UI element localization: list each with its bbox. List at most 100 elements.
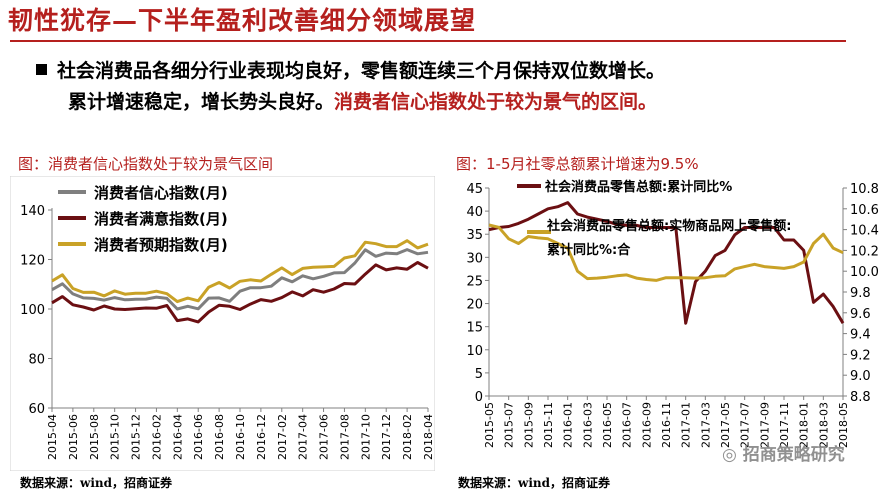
chart-1-y-tick-label: 140 — [20, 204, 45, 219]
chart-2-x-tick-label: 2016-07 — [621, 402, 634, 448]
chart-1-x-tick-label: 2015-12 — [130, 414, 143, 460]
bullet-text-1: 社会消费品各细分行业表现均良好，零售额连续三个月保持双位数增长。 — [57, 60, 666, 82]
chart-1-x-tick-label: 2017-12 — [380, 414, 393, 460]
chart-2-panel: 0 5 10 15 20 25 30 35 40 45 8.8 9.0 9.2 9.4 9.6 9.8 10.0… — [455, 176, 891, 471]
chart-1-x-tick-label: 2017-08 — [338, 414, 351, 460]
chart-2-x-tick-label: 2018-05 — [837, 402, 850, 448]
chart-2-left-tick-label: 0 — [475, 390, 483, 405]
watermark-text: 招商策略研究 — [742, 445, 845, 465]
chart-2-x-tick-label: 2015-07 — [503, 402, 516, 448]
chart-2-legend: 社会消费品零售总额:累计同比% 社会消费品零售总额:实物商品网上零售额: 累计同… — [517, 179, 791, 258]
retail-sales-growth-chart: 0 5 10 15 20 25 30 35 40 45 8.8 9.0 9.2 9.4 9.6 9.8 10.0… — [466, 179, 879, 448]
chart-2-left-tick-label: 20 — [466, 298, 483, 313]
source-note-1: 数据来源：wind，招商证券 — [20, 476, 173, 490]
chart-1-y-tick-label: 80 — [28, 353, 45, 368]
legend-label-online-retail-1: 社会消费品零售总额:实物商品网上零售额: — [546, 218, 791, 234]
chart-1-x-tick-label: 2018-02 — [401, 414, 414, 460]
chart-1-x-tick-label: 2017-04 — [297, 414, 310, 460]
chart-2-x-tick-label: 2018-03 — [817, 402, 830, 448]
chart-2-x-tick-label: 2017-03 — [699, 402, 712, 448]
legend-label-satisfaction: 消费者满意指数(月) — [94, 210, 228, 228]
chart-1-panel: 60 80 100 120 140 2015-04 2015-06 2015-08 2015-1… — [9, 175, 436, 472]
chart-2-x-tick-label: 2016-11 — [660, 402, 673, 448]
watermark: ◎ 招商策略研究 — [722, 440, 845, 465]
wechat-icon: ◎ — [722, 445, 743, 465]
chart-2-x-tick-label: 2016-05 — [601, 402, 614, 448]
chart-2-right-tick-label: 9.4 — [850, 328, 871, 343]
chart-1-x-tick-label: 2016-12 — [255, 414, 268, 460]
chart-2-x-tick-label: 2017-07 — [739, 402, 752, 448]
bullet-block: 社会消费品各细分行业表现均良好，零售额连续三个月保持双位数增长。 累计增速稳定，… — [36, 56, 856, 118]
chart-1-x-tick-label: 2016-08 — [213, 414, 226, 460]
chart-2-right-tick-label: 9.2 — [850, 348, 871, 363]
chart-2-x-tick-label: 2017-11 — [778, 402, 791, 448]
chart-2-x-tick-label: 2015-09 — [522, 402, 535, 448]
chart-2-series-line-0 — [488, 201, 845, 325]
chart-2-left-tick-label: 25 — [466, 274, 483, 289]
chart-2-left-tick-label: 30 — [466, 251, 483, 266]
chart-1-series-line-1 — [51, 261, 429, 324]
chart-1-frame — [9, 175, 436, 472]
figure-2-title: 图：1-5月社零总额累计增速为9.5% — [456, 155, 699, 173]
chart-1-legend: 消费者信心指数(月) 消费者满意指数(月) 消费者预期指数(月) — [58, 184, 228, 254]
chart-2-left-tick-label: 10 — [466, 344, 483, 359]
chart-1-y-tick-label: 60 — [28, 402, 45, 417]
chart-2-x-tick-label: 2017-09 — [758, 402, 771, 448]
chart-2-x-tick-label: 2015-11 — [542, 402, 555, 448]
chart-1-x-tick-label: 2018-04 — [422, 414, 435, 460]
chart-2-right-tick-label: 9.8 — [850, 286, 871, 301]
chart-1-series-line-2 — [51, 239, 429, 304]
chart-1-x-tick-label: 2017-06 — [318, 414, 331, 460]
chart-2-left-tick-label: 5 — [475, 367, 483, 382]
chart-1-x-tick-label: 2015-04 — [46, 414, 59, 460]
legend-label-expectation: 消费者预期指数(月) — [94, 236, 228, 254]
chart-2-x-tick-label: 2017-01 — [680, 402, 693, 448]
chart-1-axes: 60 80 100 120 140 2015-04 2015-06 2015-08 2015-1… — [20, 204, 435, 460]
chart-2-right-tick-label: 10.8 — [850, 182, 879, 197]
bullet-line-1: 社会消费品各细分行业表现均良好，零售额连续三个月保持双位数增长。 — [36, 56, 856, 87]
chart-1-y-tick-label: 100 — [20, 303, 45, 318]
chart-1-x-tick-label: 2017-10 — [359, 414, 372, 460]
chart-2-right-tick-label: 9.6 — [850, 307, 871, 322]
chart-2-left-tick-label: 15 — [466, 321, 483, 336]
chart-2-x-tick-label: 2016-03 — [581, 402, 594, 448]
slide-title: 韧性犹存—下半年盈利改善细分领域展望 — [8, 6, 477, 35]
chart-2-right-tick-label: 10.2 — [850, 244, 879, 259]
chart-2-left-tick-label: 45 — [466, 182, 483, 197]
source-note-2: 数据来源：wind，招商证券 — [458, 476, 611, 490]
chart-1-x-tick-label: 2016-10 — [234, 414, 247, 460]
chart-1-x-tick-label: 2017-02 — [276, 414, 289, 460]
chart-2-left-tick-label: 35 — [466, 228, 483, 243]
legend-label-retail-cumulative: 社会消费品零售总额:累计同比% — [544, 179, 732, 195]
legend-label-online-retail-2: 累计同比%:合 — [547, 242, 631, 258]
chart-1-x-tick-label: 2016-02 — [150, 414, 163, 460]
legend-label-confidence: 消费者信心指数(月) — [94, 184, 228, 202]
chart-1-x-tick-label: 2015-10 — [109, 414, 122, 460]
figure-1-title: 图：消费者信心指数处于较为景气区间 — [18, 155, 274, 173]
chart-2-x-tick-label: 2018-01 — [798, 402, 811, 448]
chart-2-right-tick-label: 10.6 — [850, 203, 879, 218]
chart-2-series-line-1 — [488, 223, 844, 282]
chart-2-x-tick-label: 2015-05 — [483, 402, 496, 448]
bullet-square-icon — [36, 64, 47, 75]
chart-2-right-tick-label: 10.0 — [850, 265, 879, 280]
chart-1-x-tick-label: 2016-04 — [171, 414, 184, 460]
chart-2-right-tick-label: 10.4 — [850, 224, 879, 239]
chart-2-x-tick-label: 2016-09 — [640, 402, 653, 448]
chart-1-x-tick-label: 2015-08 — [88, 414, 101, 460]
chart-2-right-tick-label: 8.8 — [850, 390, 871, 405]
bullet-line-2: 累计增速稳定，增长势头良好。消费者信心指数处于较为景气的区间。 — [36, 87, 856, 118]
chart-1-x-tick-label: 2015-06 — [67, 414, 80, 460]
bullet-text-2: 累计增速稳定，增长势头良好。 — [68, 91, 335, 113]
chart-2-right-tick-label: 9.0 — [850, 369, 871, 384]
chart-2-axes: 0 5 10 15 20 25 30 35 40 45 8.8 9.0 9.2 9.4 9.6 9.8 10.0… — [466, 182, 879, 448]
bullet-highlight: 消费者信心指数处于较为景气的区间。 — [334, 91, 658, 113]
chart-2-left-tick-label: 40 — [466, 205, 483, 220]
chart-1-series-line-0 — [51, 248, 429, 311]
chart-2-x-tick-label: 2016-01 — [562, 402, 575, 448]
title-divider — [10, 40, 846, 42]
chart-2-x-tick-label: 2017-05 — [719, 402, 732, 448]
consumer-confidence-chart: 60 80 100 120 140 2015-04 2015-06 2015-08 2015-1… — [9, 175, 436, 472]
chart-1-x-tick-label: 2016-06 — [192, 414, 205, 460]
chart-1-y-tick-label: 120 — [20, 254, 45, 269]
